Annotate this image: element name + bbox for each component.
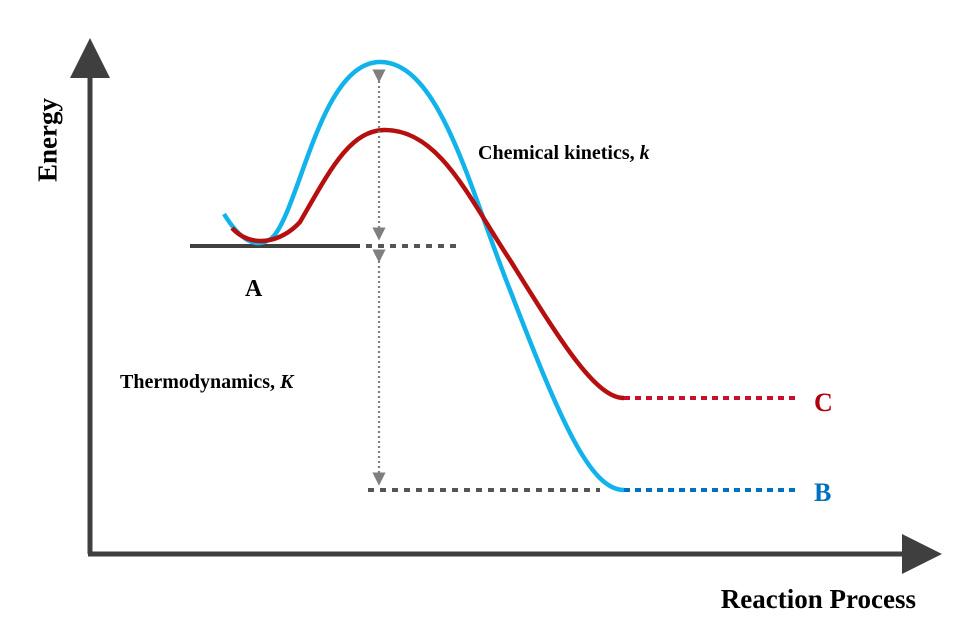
- reactant-label: A: [245, 276, 263, 302]
- product-c-label: C: [814, 388, 833, 417]
- curve-c: [230, 127, 625, 401]
- thermo-symbol: K: [280, 371, 294, 393]
- thermo-annotation: Thermodynamics, K: [120, 372, 293, 392]
- kinetics-symbol: k: [639, 142, 650, 164]
- curve-b: [222, 59, 625, 493]
- kinetics-text: Chemical kinetics,: [478, 142, 640, 164]
- product-b-label: B: [814, 478, 832, 507]
- thermo-text: Thermodynamics,: [120, 371, 280, 393]
- y-axis-label: Energy: [32, 98, 63, 182]
- kinetics-annotation: Chemical kinetics, k: [478, 143, 650, 163]
- x-axis-label: Reaction Process: [720, 584, 916, 614]
